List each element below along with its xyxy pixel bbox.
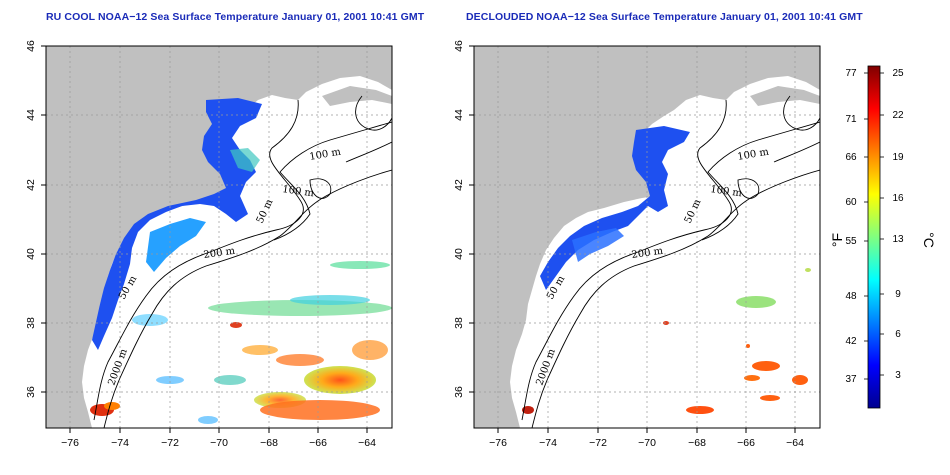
celsius-unit-label: °C (921, 232, 937, 248)
celsius-tick-label: 22 (892, 110, 904, 121)
lon-tick-labels-left: −76 −74 −72 −70 −68 −66 −64 (61, 437, 376, 449)
fahrenheit-tick-label: 60 (845, 197, 857, 208)
lon-tick-labels-right: −76 −74 −72 −70 −68 −66 −64 (489, 437, 804, 449)
nova-scotia (750, 86, 820, 106)
graticule-left (46, 46, 392, 428)
lat-tick-label: 44 (453, 109, 465, 121)
map-panel-right: 100 m 100 m 50 m 200 m 50 m 2000 m −76 −… (453, 40, 821, 449)
lon-tick-label: −66 (309, 437, 327, 449)
lat-tick-labels-left: 36 38 40 42 44 46 (25, 40, 37, 398)
sst-coastal-mid (572, 228, 624, 262)
fahrenheit-tick-label: 37 (845, 374, 857, 385)
fahrenheit-unit-label: °F (829, 233, 845, 247)
lon-tick-label: −72 (161, 437, 179, 449)
lat-tick-label: 40 (453, 248, 465, 260)
lon-tick-label: −76 (489, 437, 507, 449)
lat-tick-label: 42 (453, 179, 465, 191)
lat-tick-label: 38 (25, 317, 37, 329)
celsius-tick-label: 19 (892, 152, 904, 163)
lat-tick-labels-right: 36 38 40 42 44 46 (453, 40, 465, 398)
lon-tick-label: −64 (786, 437, 804, 449)
lon-tick-label: −68 (260, 437, 278, 449)
land-mass (46, 46, 392, 428)
contour-label: 100 m (282, 184, 315, 199)
lat-tick-label: 36 (453, 386, 465, 398)
contour-label: 50 m (255, 197, 276, 225)
panel-title-right: DECLOUDED NOAA−12 Sea Surface Temperatur… (466, 11, 863, 23)
ticks-right (469, 45, 796, 433)
celsius-ticks: 25 22 19 16 13 9 6 3 (892, 68, 904, 381)
celsius-tick-label: 3 (895, 370, 901, 381)
contour-label: 100 m (710, 184, 743, 199)
contour-label: 2000 m (534, 347, 558, 387)
sst-coastal-mid (146, 218, 206, 272)
contour-label: 100 m (309, 147, 343, 163)
contour-label: 50 m (683, 197, 704, 225)
panel-title-left: RU COOL NOAA−12 Sea Surface Temperature … (46, 11, 425, 23)
fahrenheit-tick-label: 42 (845, 336, 857, 347)
celsius-tick-label: 25 (892, 68, 904, 79)
lon-tick-label: −64 (358, 437, 376, 449)
contour-label: 2000 m (106, 347, 130, 387)
fahrenheit-tick-label: 48 (845, 291, 857, 302)
celsius-tick-label: 16 (892, 193, 904, 204)
fahrenheit-tick-label: 55 (845, 236, 857, 247)
lon-tick-label: −68 (688, 437, 706, 449)
contour-label: 200 m (203, 246, 236, 261)
contour-label: 200 m (631, 246, 664, 261)
sst-offshore-patches (522, 268, 811, 414)
fahrenheit-tick-marks (864, 72, 868, 380)
map-panel-left: 100 m 100 m 50 m 200 m 50 m 2000 m −76 −… (25, 40, 393, 449)
lon-tick-label: −66 (737, 437, 755, 449)
ticks-left (41, 45, 368, 433)
fahrenheit-tick-label: 66 (845, 152, 857, 163)
lon-tick-label: −76 (61, 437, 79, 449)
nova-scotia (322, 86, 392, 106)
lon-tick-label: −74 (111, 437, 129, 449)
lon-tick-label: −70 (210, 437, 228, 449)
lat-tick-label: 46 (25, 40, 37, 52)
bathymetry-contours-right (521, 95, 820, 428)
fahrenheit-ticks: 77 71 66 60 55 48 42 37 (845, 68, 857, 385)
sst-inner-warm (230, 148, 260, 172)
lat-tick-label: 46 (453, 40, 465, 52)
land-mass (474, 46, 820, 428)
fahrenheit-tick-label: 71 (845, 114, 857, 125)
sst-offshore-patches (90, 261, 392, 424)
fahrenheit-tick-label: 77 (845, 68, 857, 79)
colorbar: 77 71 66 60 55 48 42 37 25 22 19 16 13 9… (829, 65, 937, 409)
graticule-right (474, 46, 820, 428)
lat-tick-label: 42 (25, 179, 37, 191)
celsius-tick-label: 6 (895, 329, 901, 340)
contour-label: 100 m (737, 147, 771, 163)
lat-tick-label: 38 (453, 317, 465, 329)
lat-tick-label: 36 (25, 386, 37, 398)
bathymetry-contours-left (93, 95, 392, 428)
lon-tick-label: −74 (539, 437, 557, 449)
sst-coastal-cold (92, 98, 262, 350)
lon-tick-label: −70 (638, 437, 656, 449)
celsius-tick-marks (880, 72, 884, 376)
celsius-tick-label: 9 (895, 289, 901, 300)
lat-tick-label: 44 (25, 109, 37, 121)
celsius-tick-label: 13 (892, 234, 904, 245)
lon-tick-label: −72 (589, 437, 607, 449)
lat-tick-label: 40 (25, 248, 37, 260)
colorbar-gradient (867, 65, 881, 409)
